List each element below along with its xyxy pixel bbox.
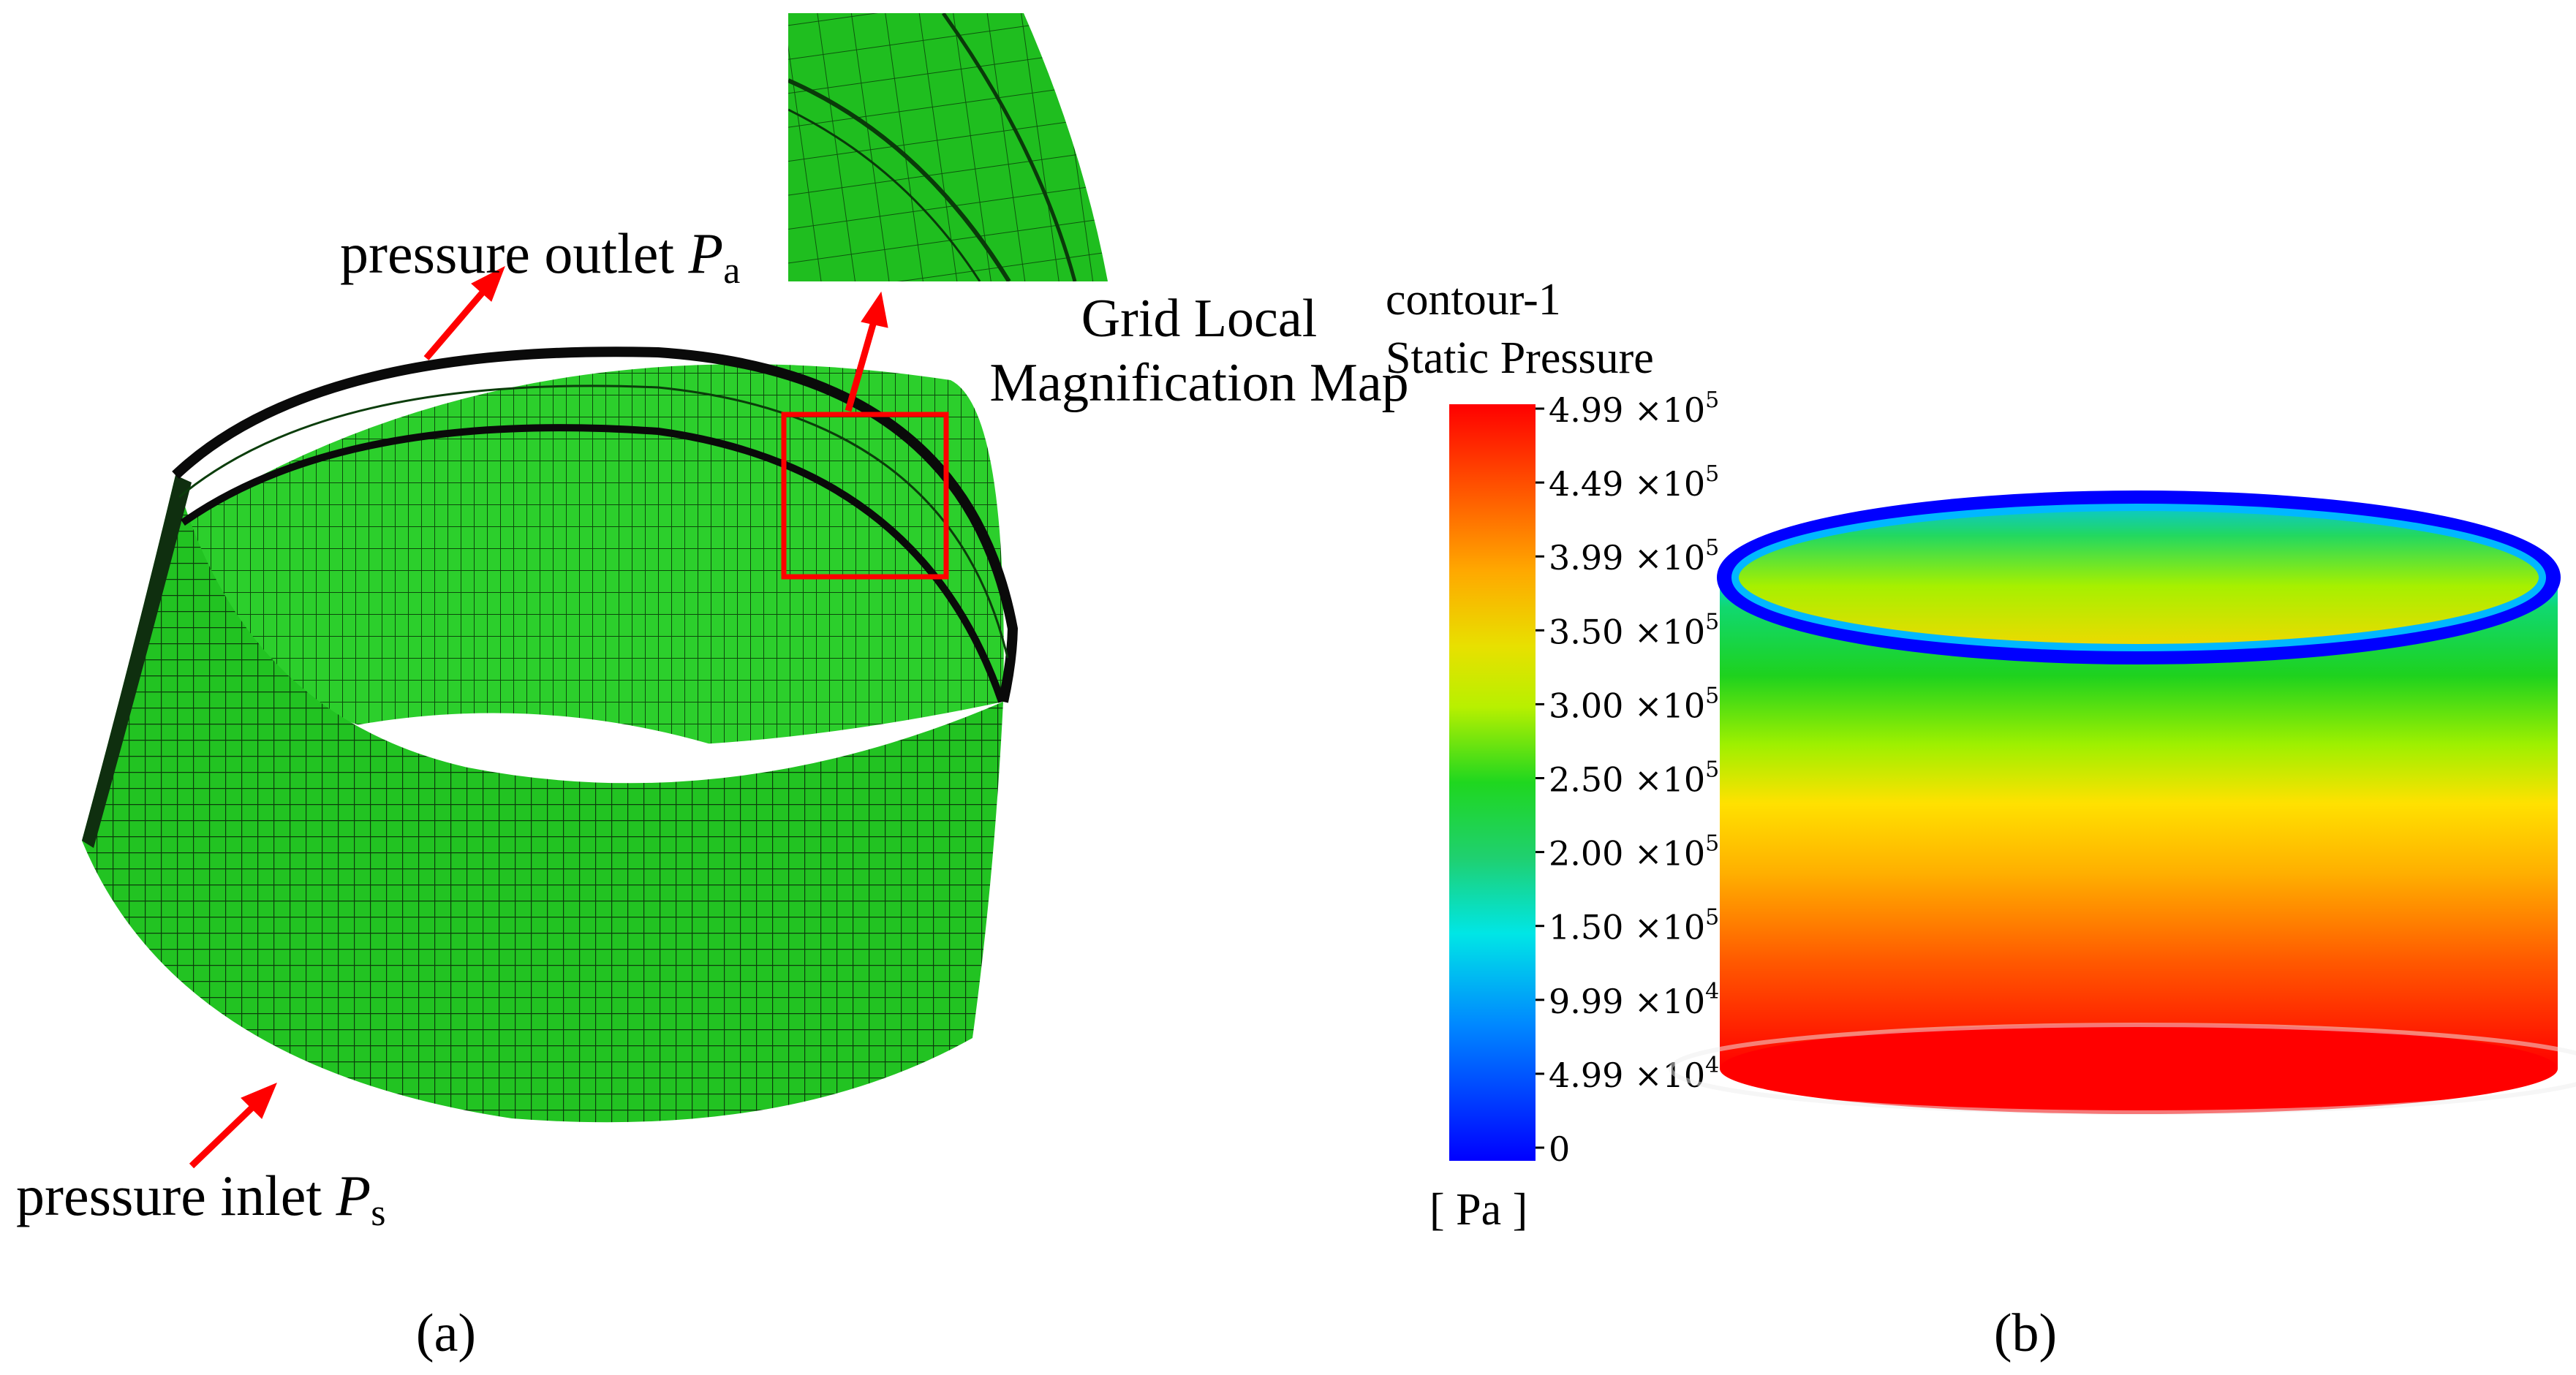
colorbar-tick-label: 2.00 ×105 [1549, 831, 1719, 874]
colorbar-tick-label: 0 [1549, 1129, 1570, 1169]
magnification-arrow [845, 320, 877, 412]
colorbar-tick-label: 4.99 ×105 [1549, 387, 1719, 430]
mesh-cylinder [82, 346, 1019, 1123]
unit-label: [ Pa ] [1429, 1185, 1527, 1235]
colorbar-tick-label: 3.99 ×105 [1549, 535, 1719, 577]
panel-a: pressure outlet Pa Grid Local Magnificat… [16, 13, 1409, 1363]
inlet-arrow [189, 1105, 255, 1169]
magnification-label-line1: Grid Local [1081, 289, 1318, 349]
colorbar-tick-label: 4.49 ×105 [1549, 461, 1719, 504]
magnification-box [781, 412, 949, 580]
magnification-label-line2: Magnification Map [989, 353, 1408, 413]
colorbar-tick-label: 3.00 ×105 [1549, 683, 1719, 725]
panel-b-caption: (b) [1994, 1303, 2057, 1363]
annotation-arrows [189, 265, 888, 1169]
panel-b: contour-1 Static Pressure 4.99 ×105 4.49 … [1386, 275, 2576, 1363]
legend-title-line2: Static Pressure [1386, 333, 1654, 383]
colorbar-tick-label: 3.50 ×105 [1549, 609, 1719, 651]
colorbar-tick-label: 1.50 ×105 [1549, 905, 1719, 947]
pressure-contour-cylinder [1669, 490, 2576, 1115]
grid-magnification-inset [788, 13, 1108, 281]
panel-a-caption: (a) [416, 1303, 476, 1363]
colorbar-tick-label: 2.50 ×105 [1549, 757, 1719, 800]
pressure-inlet-label: pressure inlet Ps [16, 1164, 385, 1234]
colorbar-tick-label: 9.99 ×104 [1549, 979, 1719, 1021]
legend-title-line1: contour-1 [1386, 275, 1561, 325]
colorbar-ticks: 4.99 ×105 4.49 ×105 3.99 ×105 3.50 ×105 3.00… [1536, 387, 1719, 1169]
pressure-outlet-label: pressure outlet Pa [340, 221, 740, 292]
outlet-arrow [423, 290, 486, 360]
colorbar [1449, 404, 1536, 1161]
colorbar-tick-label: 4.99 ×104 [1549, 1053, 1719, 1095]
